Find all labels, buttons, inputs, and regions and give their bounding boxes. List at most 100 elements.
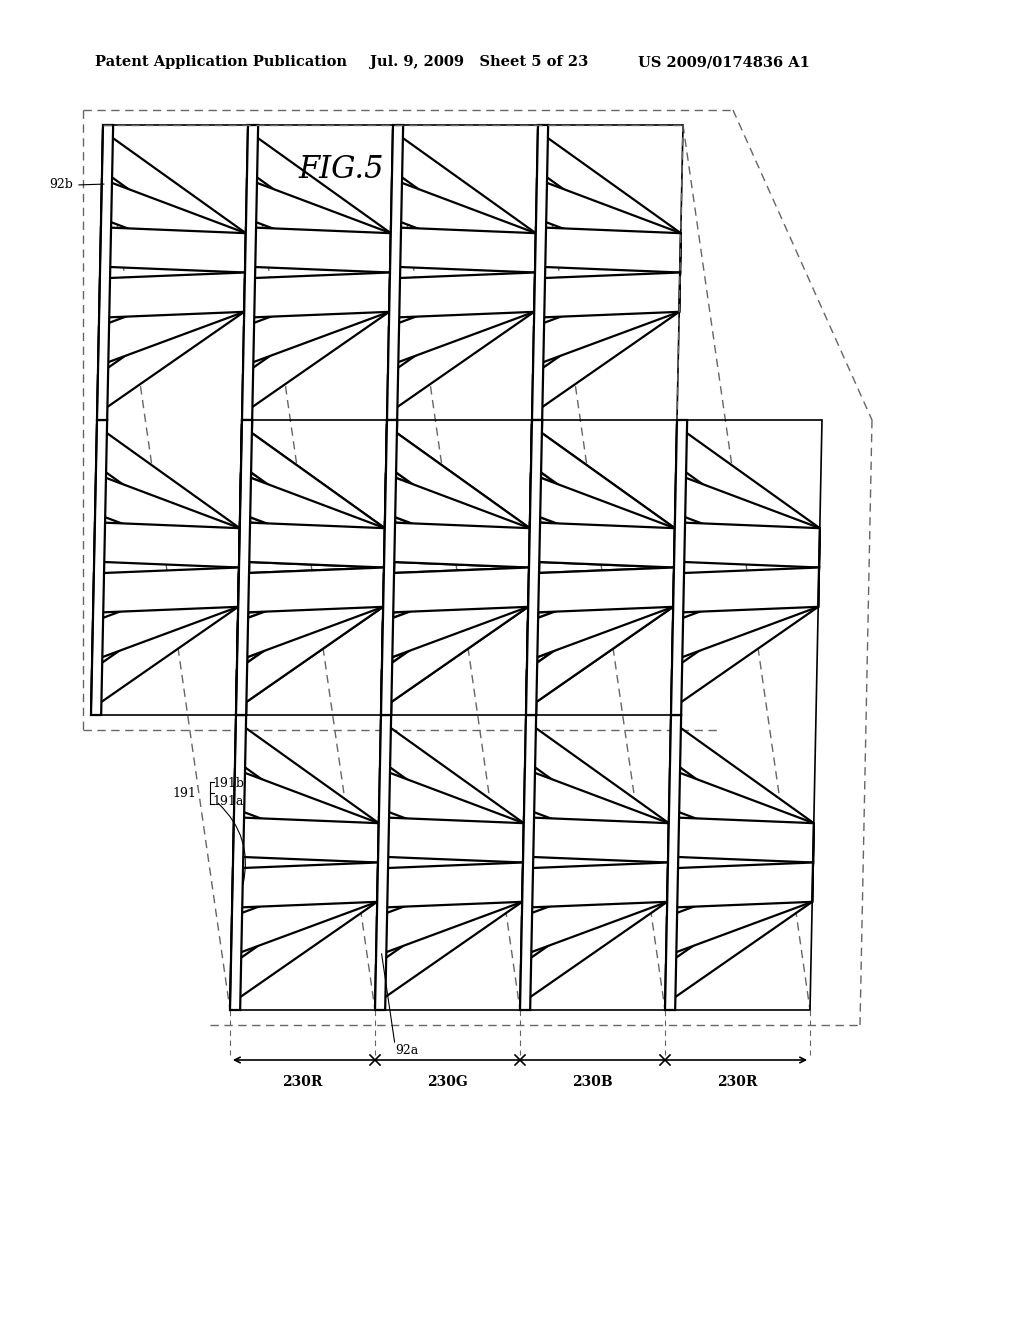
Polygon shape bbox=[527, 568, 674, 661]
Polygon shape bbox=[529, 523, 675, 568]
Polygon shape bbox=[237, 568, 384, 709]
Polygon shape bbox=[100, 227, 246, 272]
Text: 230B: 230B bbox=[572, 1074, 612, 1089]
Polygon shape bbox=[98, 272, 245, 366]
Text: 230G: 230G bbox=[427, 1074, 468, 1089]
Polygon shape bbox=[381, 568, 529, 709]
Polygon shape bbox=[241, 426, 385, 568]
Polygon shape bbox=[238, 568, 384, 661]
Polygon shape bbox=[537, 131, 681, 272]
Polygon shape bbox=[236, 420, 252, 715]
Polygon shape bbox=[385, 474, 529, 568]
Polygon shape bbox=[528, 568, 674, 612]
Polygon shape bbox=[238, 568, 384, 612]
Polygon shape bbox=[526, 568, 674, 709]
Polygon shape bbox=[240, 523, 385, 568]
Polygon shape bbox=[376, 862, 523, 956]
Polygon shape bbox=[536, 227, 681, 272]
Polygon shape bbox=[668, 817, 814, 862]
Polygon shape bbox=[526, 420, 542, 715]
Polygon shape bbox=[240, 474, 385, 568]
Text: Jul. 9, 2009   Sheet 5 of 23: Jul. 9, 2009 Sheet 5 of 23 bbox=[370, 55, 588, 69]
Polygon shape bbox=[383, 568, 529, 612]
Polygon shape bbox=[520, 715, 537, 1010]
Polygon shape bbox=[379, 770, 524, 862]
Text: 191b: 191b bbox=[212, 777, 244, 789]
Polygon shape bbox=[526, 568, 674, 709]
Polygon shape bbox=[231, 862, 378, 956]
Polygon shape bbox=[92, 568, 239, 661]
Polygon shape bbox=[389, 272, 535, 318]
Polygon shape bbox=[377, 862, 523, 908]
Polygon shape bbox=[387, 272, 535, 414]
Polygon shape bbox=[391, 180, 536, 272]
Polygon shape bbox=[387, 125, 403, 420]
Polygon shape bbox=[535, 272, 680, 318]
Polygon shape bbox=[246, 180, 391, 272]
Polygon shape bbox=[243, 272, 390, 366]
Polygon shape bbox=[671, 420, 687, 715]
Polygon shape bbox=[97, 272, 245, 414]
Polygon shape bbox=[99, 272, 245, 318]
Polygon shape bbox=[102, 131, 246, 272]
Polygon shape bbox=[378, 817, 524, 862]
Polygon shape bbox=[236, 420, 252, 715]
Polygon shape bbox=[241, 426, 385, 568]
Polygon shape bbox=[230, 715, 246, 1010]
Text: Patent Application Publication: Patent Application Publication bbox=[95, 55, 347, 69]
Polygon shape bbox=[101, 180, 246, 272]
Polygon shape bbox=[674, 523, 820, 568]
Polygon shape bbox=[238, 568, 384, 612]
Polygon shape bbox=[521, 862, 668, 956]
Polygon shape bbox=[230, 862, 378, 1005]
Polygon shape bbox=[669, 770, 814, 862]
Polygon shape bbox=[242, 125, 258, 420]
Polygon shape bbox=[247, 131, 391, 272]
Polygon shape bbox=[232, 862, 378, 908]
Polygon shape bbox=[666, 862, 813, 956]
Polygon shape bbox=[240, 523, 385, 568]
Text: 92a: 92a bbox=[395, 1044, 418, 1056]
Polygon shape bbox=[375, 862, 523, 1005]
Polygon shape bbox=[244, 272, 390, 318]
Polygon shape bbox=[528, 568, 674, 612]
Polygon shape bbox=[381, 420, 397, 715]
Text: 230R: 230R bbox=[718, 1074, 758, 1089]
Text: 191a: 191a bbox=[212, 795, 244, 808]
Polygon shape bbox=[392, 131, 536, 272]
Polygon shape bbox=[671, 568, 819, 709]
Polygon shape bbox=[666, 862, 813, 1005]
Text: 230R: 230R bbox=[283, 1074, 323, 1089]
Polygon shape bbox=[91, 568, 239, 709]
Polygon shape bbox=[96, 426, 240, 568]
Polygon shape bbox=[381, 420, 397, 715]
Polygon shape bbox=[524, 770, 669, 862]
Polygon shape bbox=[93, 568, 239, 612]
Polygon shape bbox=[532, 272, 680, 414]
Text: 191: 191 bbox=[172, 787, 197, 800]
Polygon shape bbox=[95, 474, 240, 568]
Polygon shape bbox=[383, 568, 529, 612]
Polygon shape bbox=[665, 715, 681, 1010]
Polygon shape bbox=[245, 227, 391, 272]
Polygon shape bbox=[94, 523, 240, 568]
Polygon shape bbox=[388, 272, 535, 366]
Text: FIG.5: FIG.5 bbox=[298, 154, 384, 186]
Polygon shape bbox=[236, 721, 379, 862]
Polygon shape bbox=[676, 426, 820, 568]
Polygon shape bbox=[380, 721, 524, 862]
Polygon shape bbox=[385, 474, 529, 568]
Polygon shape bbox=[670, 721, 814, 862]
Polygon shape bbox=[233, 817, 379, 862]
Text: US 2009/0174836 A1: US 2009/0174836 A1 bbox=[638, 55, 810, 69]
Polygon shape bbox=[91, 420, 108, 715]
Polygon shape bbox=[384, 523, 529, 568]
Polygon shape bbox=[390, 227, 536, 272]
Polygon shape bbox=[237, 568, 384, 709]
Polygon shape bbox=[537, 180, 681, 272]
Polygon shape bbox=[384, 523, 529, 568]
Polygon shape bbox=[522, 862, 668, 908]
Polygon shape bbox=[520, 862, 668, 1005]
Polygon shape bbox=[532, 125, 548, 420]
Polygon shape bbox=[97, 125, 113, 420]
